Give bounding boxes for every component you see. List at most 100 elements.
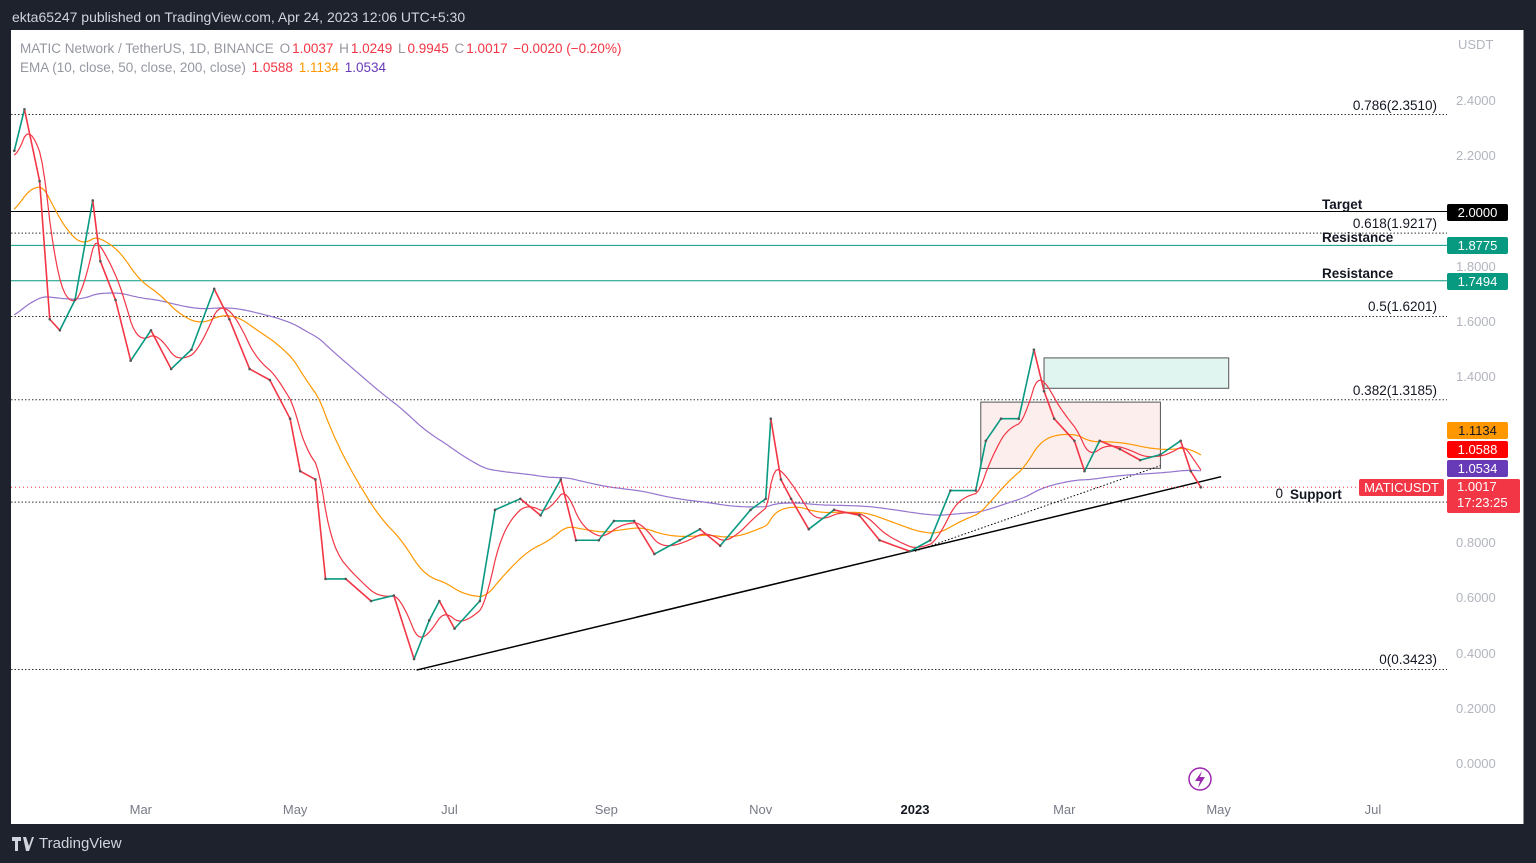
ema10-line — [13, 133, 1202, 638]
currency-label: USDT — [1458, 37, 1494, 52]
price-segment — [985, 418, 1002, 442]
price-point — [789, 497, 793, 501]
price-tag-resistance: 1.7494 — [1447, 272, 1508, 290]
ema-legend: EMA (10, close, 50, close, 200, close) 1… — [20, 60, 388, 75]
price-point — [1017, 417, 1021, 420]
price-point — [324, 577, 327, 581]
price-tag-target: 2.0000 — [1447, 203, 1508, 221]
price-segment — [170, 349, 192, 370]
price-segment — [59, 299, 76, 331]
time-axis-tick: Mar — [1053, 802, 1076, 817]
price-point — [632, 519, 636, 523]
time-axis-tick: May — [1206, 802, 1231, 817]
open-label: O — [279, 41, 291, 56]
price-segment — [909, 539, 931, 552]
ema-label[interactable]: EMA (10, close, 50, close, 200, close) — [20, 60, 246, 75]
price-segment — [780, 479, 792, 500]
price-point — [1199, 485, 1203, 489]
ascending-trendline — [416, 475, 1222, 671]
time-axis-tick: Mar — [129, 802, 153, 817]
price-point — [1118, 447, 1122, 451]
price-point — [38, 179, 41, 183]
price-segment — [539, 479, 562, 516]
price-segment — [289, 418, 301, 472]
price-point — [749, 508, 752, 512]
price-axis-tick: 2.2000 — [1456, 148, 1496, 164]
close-label: C — [454, 41, 465, 56]
price-segment — [1017, 349, 1035, 419]
price-point — [908, 549, 912, 553]
price-segment — [345, 578, 372, 602]
ema50-value: 1.1134 — [298, 60, 339, 75]
price-point — [48, 317, 52, 321]
price-segment — [699, 528, 721, 547]
price-segment — [1043, 390, 1055, 419]
low-value: 0.9945 — [407, 41, 449, 56]
price-segment — [654, 539, 681, 555]
low-label: L — [397, 41, 406, 56]
price-tag-resistance: 1.8775 — [1447, 237, 1508, 255]
price-segment — [190, 288, 215, 350]
price-segment — [833, 509, 860, 517]
price-segment — [150, 329, 172, 370]
price-segment — [299, 470, 316, 481]
fib-level-label: 0.382(1.3185) — [1352, 382, 1437, 398]
price-point — [228, 317, 231, 321]
price-segment — [453, 600, 481, 630]
price-segment — [269, 379, 291, 420]
price-segment — [1099, 440, 1121, 450]
price-segment — [99, 260, 117, 301]
symbol-name[interactable]: MATIC Network / TetherUS, 1D, BINANCE — [20, 41, 274, 56]
open-value: 1.0037 — [292, 41, 334, 56]
ema200-value: 1.0534 — [344, 60, 387, 75]
price-point — [369, 599, 373, 603]
price-point — [678, 538, 682, 542]
price-point — [597, 538, 601, 542]
change-value: −0.0020 (−0.20%) — [513, 41, 622, 56]
price-segment — [1053, 418, 1075, 442]
price-axis-tick: 0.6000 — [1456, 590, 1496, 606]
price-point — [13, 149, 16, 153]
chart-panel[interactable] — [11, 30, 1524, 824]
price-segment — [49, 318, 61, 331]
price-segment — [114, 299, 132, 361]
publish-info: ekta65247 published on TradingView.com, … — [12, 9, 466, 25]
dotted-trendline — [914, 465, 1161, 552]
tradingview-brand[interactable]: TradingView — [12, 835, 122, 852]
target-label: Target — [1322, 196, 1363, 212]
bar-countdown: 17:23:25 — [1457, 495, 1508, 510]
price-point — [412, 657, 416, 661]
price-axis-tick: 1.6000 — [1456, 314, 1496, 329]
price-point — [928, 538, 932, 542]
price-point — [1189, 469, 1193, 473]
last-price-value: 1.0017 — [1457, 479, 1497, 494]
price-segment — [1119, 448, 1141, 461]
price-point — [149, 328, 153, 332]
price-axis-tick: 0.4000 — [1456, 645, 1496, 661]
price-point — [878, 538, 881, 542]
brand-name: TradingView — [39, 835, 122, 852]
time-axis-tick: 2023 — [900, 802, 930, 817]
price-point — [1042, 389, 1046, 393]
price-segment — [719, 509, 752, 547]
lightning-icon — [1188, 767, 1212, 791]
resistance-label: Resistance — [1322, 265, 1394, 281]
price-point — [999, 417, 1003, 420]
price-segment — [13, 109, 26, 151]
price-segment — [413, 620, 430, 660]
time-axis-tick: May — [282, 802, 308, 817]
price-segment — [560, 479, 577, 541]
price-segment — [679, 528, 701, 541]
symbol-tag: MATICUSDT — [1359, 479, 1444, 496]
price-segment — [74, 200, 94, 301]
price-point — [559, 478, 563, 481]
price-segment — [1083, 440, 1101, 472]
ema-price-tag: 1.0588 — [1447, 441, 1508, 458]
close-value: 1.0017 — [466, 41, 508, 56]
price-point — [298, 469, 302, 473]
price-point — [974, 489, 978, 492]
price-point — [984, 439, 988, 443]
price-point — [1159, 453, 1162, 456]
price-segment — [1033, 349, 1045, 392]
